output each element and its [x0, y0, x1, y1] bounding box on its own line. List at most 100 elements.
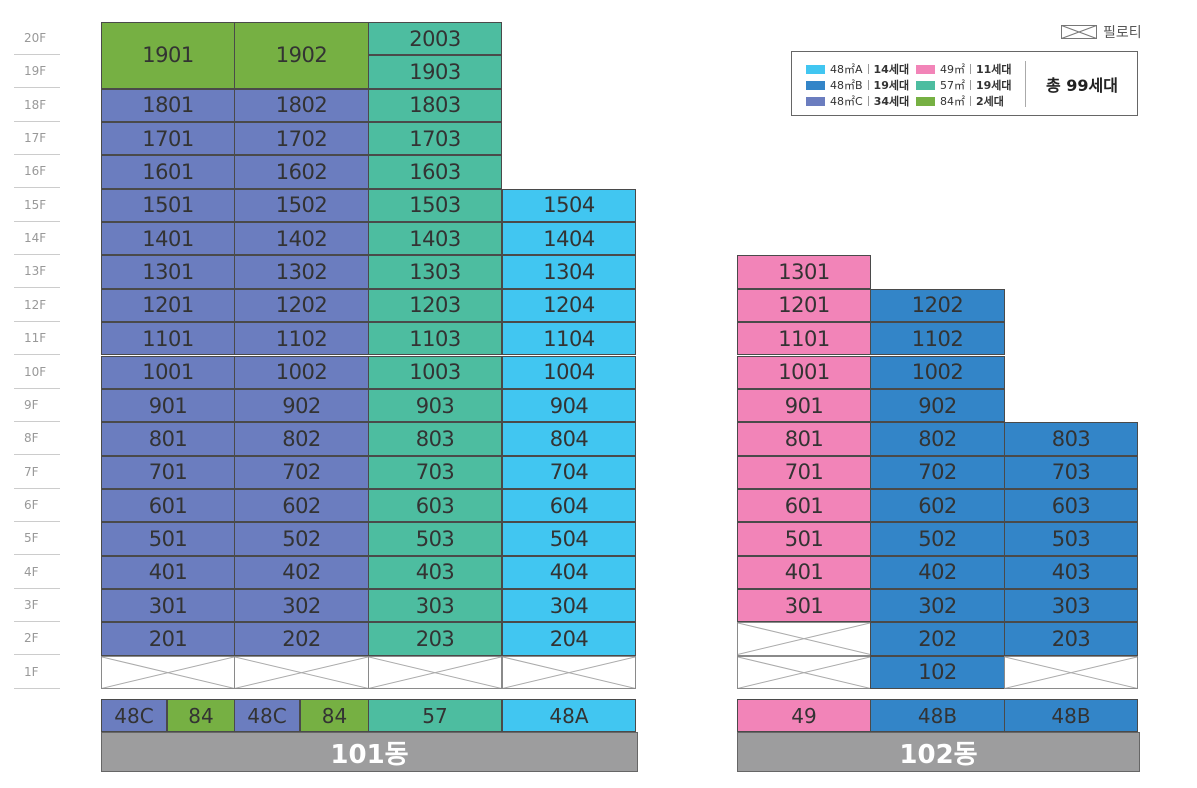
piloti-cell [101, 655, 235, 689]
unit-cell: 603 [1004, 488, 1138, 523]
unit-number: 1102 [275, 326, 328, 351]
unit-number: 201 [148, 626, 188, 651]
unit-cell: 403 [1004, 555, 1138, 589]
unit-cell: 701 [101, 455, 235, 489]
unit-number: 302 [918, 593, 957, 618]
unit-cell: 402 [234, 555, 369, 589]
legend-count: 14세대 [873, 63, 910, 76]
unit-number: 303 [1051, 593, 1091, 618]
unit-number: 803 [415, 426, 455, 451]
unit-number: 904 [549, 393, 589, 418]
unit-cell: 401 [737, 555, 871, 589]
unit-cell: 1001 [101, 355, 235, 389]
unit-number: 1004 [543, 360, 595, 385]
unit-cell: 701 [737, 455, 871, 489]
unit-cell: 1101 [101, 322, 235, 356]
unit-number: 203 [1051, 626, 1091, 651]
unit-cell: 1902 [234, 22, 369, 89]
unit-cell: 1701 [101, 122, 235, 156]
unit-cell: 903 [368, 388, 502, 423]
unit-cell: 902 [870, 388, 1005, 423]
unit-number: 1902 [275, 43, 328, 68]
unit-number: 402 [282, 560, 321, 585]
unit-cell: 1504 [502, 188, 636, 223]
piloti-cross-icon [369, 657, 501, 688]
unit-number: 704 [549, 460, 589, 485]
floor-label: 5F [14, 522, 60, 556]
legend-swatch [806, 80, 825, 90]
piloti-cross-icon [235, 657, 368, 688]
unit-number: 1703 [409, 126, 461, 151]
unit-cell: 204 [502, 622, 636, 656]
unit-number: 1702 [275, 126, 328, 151]
unit-number: 404 [549, 560, 589, 585]
unit-cell: 804 [502, 422, 636, 456]
legend-item: 48㎡C 34세대 [806, 93, 909, 109]
unit-number: 1302 [275, 260, 328, 285]
unit-cell: 1202 [870, 288, 1005, 323]
unit-cell: 1802 [234, 88, 369, 123]
unit-number: 1204 [543, 293, 595, 318]
unit-number: 1403 [409, 226, 461, 251]
unit-cell: 602 [234, 488, 369, 523]
unit-number: 1304 [543, 260, 595, 285]
unit-cell: 502 [234, 522, 369, 556]
unit-cell: 402 [870, 555, 1005, 589]
unit-number: 202 [918, 626, 957, 651]
unit-type-label: 48B [870, 699, 1005, 732]
unit-number: 1501 [142, 193, 194, 218]
floor-label: 16F [14, 155, 60, 189]
unit-number: 1502 [275, 193, 328, 218]
unit-cell: 601 [101, 488, 235, 523]
legend-count: 11세대 [976, 63, 1012, 76]
floor-label: 20F [14, 22, 60, 55]
unit-type-label: 49 [737, 699, 871, 732]
unit-cell: 1601 [101, 155, 235, 189]
piloti-cross-icon [503, 657, 635, 688]
floor-label: 8F [14, 422, 60, 456]
legend-item: 57㎡ 19세대 [916, 77, 1012, 93]
unit-cell: 201 [101, 622, 235, 656]
unit-cell: 904 [502, 388, 636, 423]
floor-label: 10F [14, 356, 60, 389]
unit-number: 2003 [409, 26, 461, 51]
unit-cell: 2003 [368, 22, 502, 56]
unit-number: 304 [549, 593, 589, 618]
legend-swatch [916, 80, 935, 90]
legend-divider [1025, 61, 1026, 107]
unit-cell: 1301 [737, 255, 871, 289]
unit-cell: 601 [737, 488, 871, 523]
legend-item: 48㎡B 19세대 [806, 77, 909, 93]
unit-number: 504 [549, 526, 589, 551]
unit-number: 202 [282, 626, 321, 651]
unit-number: 1301 [142, 260, 194, 285]
piloti-cell [502, 655, 636, 689]
unit-cell: 102 [870, 655, 1005, 689]
unit-cell: 302 [234, 588, 369, 623]
floor-label: 13F [14, 255, 60, 289]
legend-separator [867, 96, 869, 106]
piloti-key-label: 필로티 [1103, 25, 1142, 41]
unit-cell: 403 [368, 555, 502, 589]
unit-number: 203 [415, 626, 455, 651]
floor-label: 12F [14, 289, 60, 322]
unit-number: 901 [148, 393, 188, 418]
unit-number: 503 [1051, 526, 1091, 551]
unit-cell: 1101 [737, 322, 871, 356]
unit-cell: 703 [1004, 455, 1138, 489]
unit-number: 1602 [275, 160, 328, 185]
unit-cell: 301 [101, 588, 235, 623]
unit-cell: 1702 [234, 122, 369, 156]
unit-number: 1401 [142, 226, 194, 251]
legend-area: 48㎡C [830, 95, 863, 108]
unit-cell: 1301 [101, 255, 235, 289]
unit-type-label: 48C [234, 699, 300, 732]
unit-number: 1301 [778, 260, 830, 285]
unit-cell: 703 [368, 455, 502, 489]
piloti-cell [737, 622, 871, 656]
unit-cell: 1602 [234, 155, 369, 189]
unit-cell: 1203 [368, 288, 502, 323]
legend-count: 19세대 [976, 79, 1012, 92]
unit-number: 1402 [275, 226, 328, 251]
unit-number: 1603 [409, 160, 461, 185]
